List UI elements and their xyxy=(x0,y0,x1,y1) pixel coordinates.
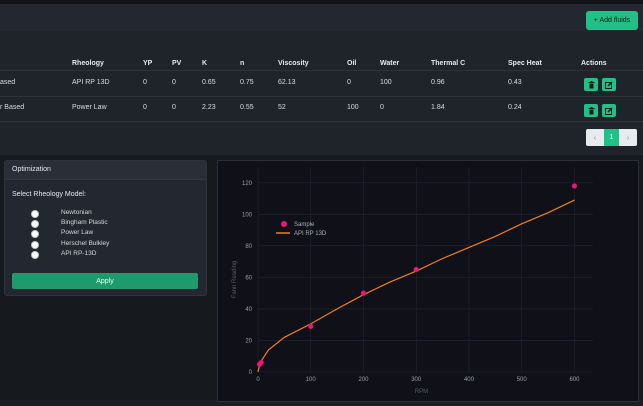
edit-button[interactable] xyxy=(602,104,616,117)
cell-oil: 100 xyxy=(347,104,359,111)
column-header-oil: Oil xyxy=(347,60,357,67)
y-tick-label: 60 xyxy=(245,275,252,281)
column-header-k: K xyxy=(202,60,208,67)
column-header-spec-heat: Spec Heat xyxy=(508,60,542,67)
column-header-viscosity: Viscosity xyxy=(278,60,309,67)
apply-button[interactable]: Apply xyxy=(12,273,198,289)
radio-button[interactable] xyxy=(31,230,39,238)
rheology-model-label: Select Rheology Model: xyxy=(12,191,86,198)
cell-spec-heat: 0.43 xyxy=(508,79,522,86)
optimization-card: Optimization Select Rheology Model: Newt… xyxy=(4,160,207,296)
sample-point xyxy=(571,183,578,189)
pagination-page-1[interactable]: 1 xyxy=(604,129,619,146)
legend-sample-marker xyxy=(281,221,287,227)
column-header-rheology: Rheology xyxy=(72,60,104,67)
toolbar: + Add fluids xyxy=(0,4,643,31)
optimization-header: Optimization xyxy=(5,161,206,180)
cell-k: 0.65 xyxy=(202,79,216,86)
column-header-n: n xyxy=(240,60,245,67)
cell-pv: 0 xyxy=(172,104,176,111)
column-header-thermal-c: Thermal C xyxy=(431,60,466,67)
fluids-table xyxy=(0,31,643,155)
trash-icon xyxy=(588,106,594,114)
radio-label: Power Law xyxy=(61,229,94,236)
optimization-title: Optimization xyxy=(12,166,51,173)
delete-button[interactable] xyxy=(584,78,598,91)
x-tick-label: 0 xyxy=(256,377,260,383)
rheology-chart-card: 0 20 40 60 80 100 120 0 100 200 300 400 500 600 RPM Fan… xyxy=(217,160,639,402)
cell-thermal-c: 0.96 xyxy=(431,79,445,86)
row-divider xyxy=(0,121,643,122)
radio-label: Newtonian xyxy=(61,209,92,216)
cell-rheology: Power Law xyxy=(72,104,107,111)
window-top-edge xyxy=(0,0,643,4)
y-axis-label: Fann Reading xyxy=(232,261,238,299)
x-axis-label: RPM xyxy=(415,389,428,395)
sample-point xyxy=(413,266,419,273)
cell-rheology: API RP 13D xyxy=(72,79,110,86)
cell-thermal-c: 1.84 xyxy=(431,104,445,111)
add-fluids-button[interactable]: + Add fluids xyxy=(586,11,638,30)
trash-icon xyxy=(588,80,594,88)
x-tick-label: 400 xyxy=(464,377,475,383)
header-divider xyxy=(0,70,643,71)
cell-name: r Based xyxy=(0,104,25,111)
x-tick-label: 200 xyxy=(358,377,369,383)
cell-spec-heat: 0.24 xyxy=(508,104,522,111)
x-tick-label: 300 xyxy=(411,377,422,383)
cell-oil: 0 xyxy=(347,79,351,86)
cell-pv: 0 xyxy=(172,79,176,86)
y-tick-label: 80 xyxy=(245,244,252,250)
y-tick-label: 20 xyxy=(245,338,252,344)
cell-yp: 0 xyxy=(143,104,147,111)
cell-n: 0.75 xyxy=(240,79,254,86)
radio-label: Bingham Plastic xyxy=(61,219,108,226)
cell-water: 0 xyxy=(380,104,384,111)
sample-point xyxy=(258,359,264,366)
column-header-actions: Actions xyxy=(581,60,607,67)
cell-viscosity: 52 xyxy=(278,104,286,111)
cell-n: 0.55 xyxy=(240,104,254,111)
column-header-water: Water xyxy=(380,60,400,67)
radio-label: API RP-13D xyxy=(61,250,97,257)
y-tick-label: 0 xyxy=(249,370,253,376)
fit-line-api-rp-13d xyxy=(257,199,575,373)
radio-button[interactable] xyxy=(31,220,39,228)
radio-button[interactable] xyxy=(31,251,39,259)
sample-point xyxy=(360,290,367,296)
cell-name: ased xyxy=(0,79,16,86)
y-tick-label: 40 xyxy=(245,307,252,313)
x-tick-label: 500 xyxy=(517,377,528,383)
cell-viscosity: 62.13 xyxy=(278,79,296,86)
sample-point xyxy=(308,323,314,329)
edit-icon xyxy=(605,107,613,115)
x-tick-label: 600 xyxy=(569,377,580,383)
radio-button[interactable] xyxy=(31,241,39,249)
row-divider xyxy=(0,96,643,97)
legend-sample-label: Sample xyxy=(294,222,315,228)
legend-line-label: API RP 13D xyxy=(294,231,327,237)
cell-k: 2.23 xyxy=(202,104,216,111)
delete-button[interactable] xyxy=(584,104,598,117)
cell-yp: 0 xyxy=(143,79,147,86)
pagination-next-button[interactable]: › xyxy=(619,129,637,146)
radio-button[interactable] xyxy=(31,210,39,218)
rheology-chart: 0 20 40 60 80 100 120 0 100 200 300 400 500 600 RPM Fan… xyxy=(232,167,593,395)
column-header-yp: YP xyxy=(143,60,153,67)
x-tick-label: 100 xyxy=(306,377,317,383)
radio-label: Herschel Bulkley xyxy=(61,240,110,247)
edit-icon xyxy=(605,81,613,89)
cell-water: 100 xyxy=(380,79,392,86)
y-tick-label: 100 xyxy=(242,212,253,218)
column-header-pv: PV xyxy=(172,60,182,67)
y-tick-label: 120 xyxy=(242,181,253,187)
pagination-prev-button[interactable]: ‹ xyxy=(586,129,604,146)
edit-button[interactable] xyxy=(602,78,616,91)
